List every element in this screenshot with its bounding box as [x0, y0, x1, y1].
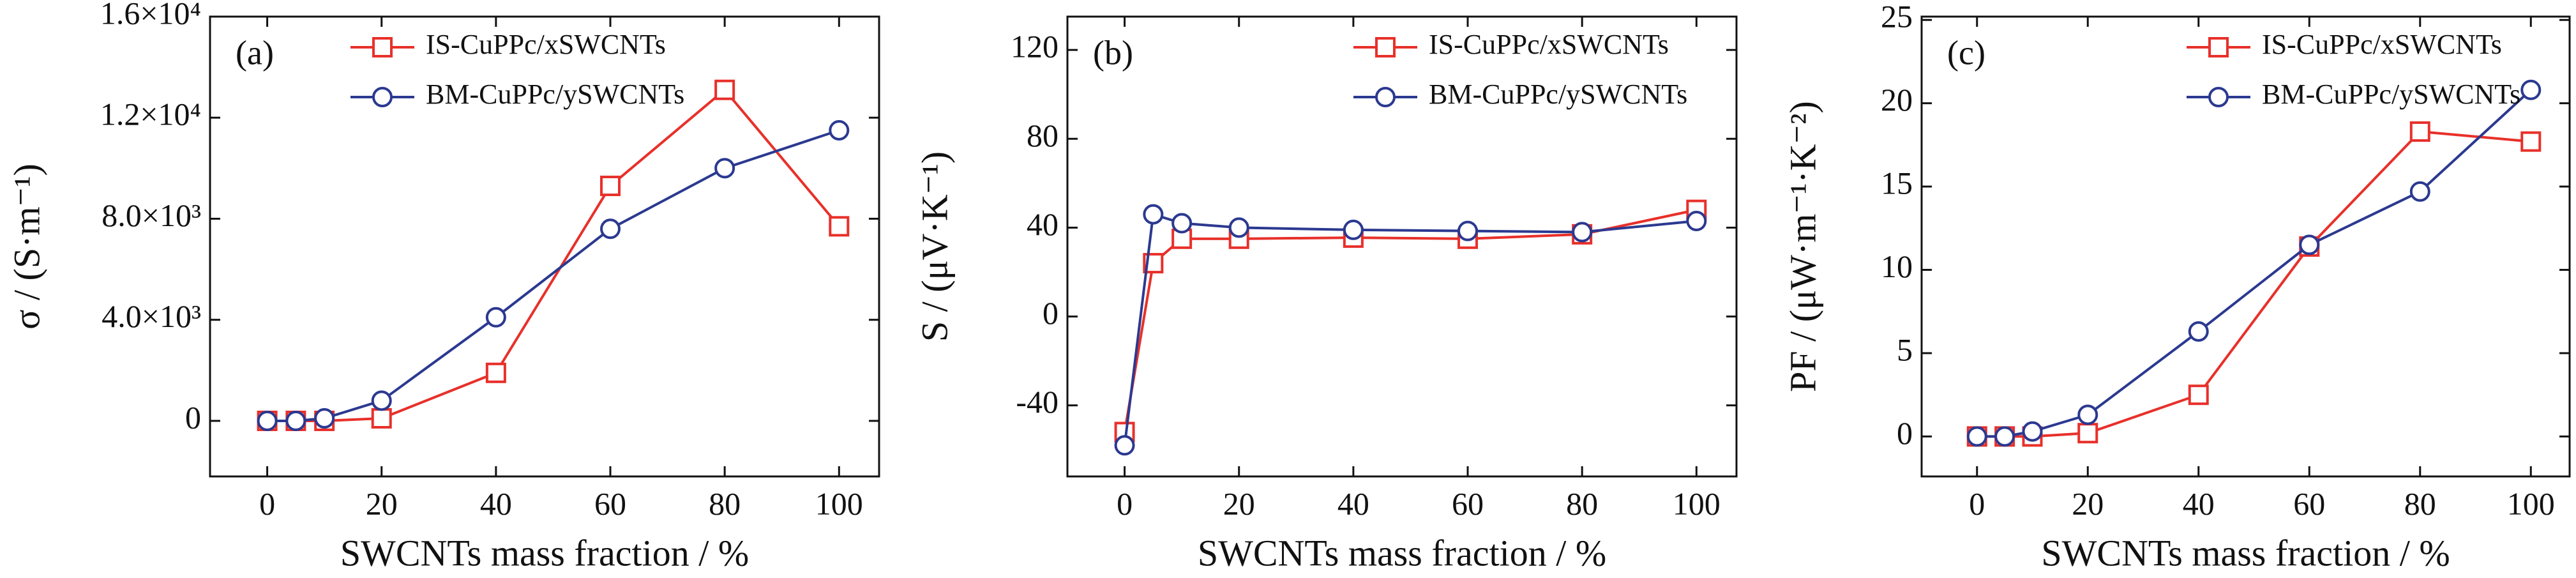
y-tick-label: 0	[1897, 415, 1913, 451]
data-point	[2188, 384, 2209, 406]
series-line	[1123, 212, 1697, 446]
legend-label: IS-CuPPc/xSWCNTs	[426, 29, 666, 60]
x-tick-label: 40	[2183, 485, 2215, 521]
y-tick-label: -40	[1016, 384, 1058, 420]
y-tick-label: 25	[1881, 0, 1913, 34]
x-tick-label: 60	[594, 485, 626, 521]
y-tick-label: 20	[1881, 82, 1913, 118]
y-axis-label: PF / (μW·m⁻¹·K⁻²)	[1782, 101, 1823, 392]
data-point	[1343, 219, 1364, 240]
data-point	[2077, 404, 2098, 425]
data-point	[314, 408, 335, 429]
y-tick-label: 15	[1881, 165, 1913, 201]
data-point	[2520, 131, 2542, 152]
x-tick-label: 20	[1223, 485, 1255, 521]
legend-marker	[372, 87, 393, 107]
y-tick-label: 0	[1043, 295, 1058, 331]
data-point	[285, 410, 306, 431]
series-line	[1977, 130, 2531, 438]
x-tick-label: 60	[1452, 485, 1484, 521]
x-tick-label: 100	[2507, 485, 2555, 521]
data-point	[1994, 426, 2015, 447]
series-line	[1977, 89, 2532, 438]
legend-marker	[2208, 37, 2229, 57]
legend-label: IS-CuPPc/xSWCNTs	[2262, 29, 2502, 60]
data-point	[2077, 423, 2098, 444]
panel-label: (a)	[236, 33, 274, 72]
panel-label: (b)	[1093, 33, 1133, 72]
data-point	[2520, 79, 2542, 100]
y-tick-label: 8.0×10³	[102, 197, 201, 233]
x-tick-label: 100	[815, 485, 863, 521]
data-point	[829, 216, 850, 237]
x-tick-label: 80	[709, 485, 741, 521]
data-point	[1686, 211, 1707, 231]
data-point	[1114, 435, 1135, 456]
legend-marker	[2208, 87, 2229, 107]
data-point	[1457, 220, 1479, 241]
data-point	[371, 408, 392, 429]
plot-frame	[1920, 15, 2571, 478]
x-axis-label: SWCNTs mass fraction / %	[2041, 532, 2450, 574]
legend-label: BM-CuPPc/ySWCNTs	[1429, 79, 1687, 110]
x-axis-label: SWCNTs mass fraction / %	[340, 532, 749, 574]
y-axis-label: σ / (S·m⁻¹)	[6, 164, 47, 330]
data-point	[2409, 181, 2430, 202]
y-tick-label: 4.0×10³	[102, 298, 201, 334]
data-point	[2188, 321, 2209, 342]
legend-marker	[372, 37, 393, 57]
y-tick-label: 80	[1027, 118, 1058, 153]
data-point	[257, 410, 278, 431]
y-tick-label: 0	[185, 399, 201, 435]
y-axis-label: S / (μV·K⁻¹)	[914, 151, 955, 342]
data-point	[600, 176, 621, 197]
data-point	[714, 158, 735, 179]
data-point	[371, 390, 392, 411]
series-line	[267, 129, 840, 422]
y-tick-label: 120	[1011, 29, 1058, 65]
series-line	[1123, 208, 1697, 432]
x-tick-label: 20	[366, 485, 398, 521]
data-point	[2022, 421, 2043, 442]
legend-label: BM-CuPPc/ySWCNTs	[426, 79, 684, 110]
x-tick-label: 40	[480, 485, 512, 521]
panel-label: (c)	[1947, 33, 1985, 72]
series-line	[267, 87, 840, 422]
data-point	[485, 362, 506, 383]
legend-label: IS-CuPPc/xSWCNTs	[1429, 29, 1669, 60]
x-tick-label: 100	[1673, 485, 1721, 521]
legend-label: BM-CuPPc/ySWCNTs	[2262, 79, 2520, 110]
legend-marker	[1375, 87, 1396, 107]
y-tick-label: 10	[1881, 248, 1913, 284]
y-tick-label: 1.2×10⁴	[100, 96, 201, 132]
x-tick-label: 40	[1337, 485, 1369, 521]
x-tick-label: 0	[1969, 485, 1985, 521]
data-point	[1966, 426, 1987, 447]
data-point	[485, 307, 506, 328]
x-tick-label: 0	[259, 485, 275, 521]
data-point	[1572, 222, 1593, 243]
x-tick-label: 60	[2293, 485, 2325, 521]
x-tick-label: 80	[1566, 485, 1598, 521]
data-point	[2299, 234, 2320, 255]
data-point	[714, 79, 735, 100]
data-point	[2409, 121, 2430, 142]
x-tick-label: 0	[1117, 485, 1133, 521]
legend-marker	[1375, 37, 1396, 57]
data-point	[829, 120, 850, 141]
x-axis-label: SWCNTs mass fraction / %	[1198, 532, 1606, 574]
y-tick-label: 5	[1897, 331, 1913, 367]
data-point	[1143, 204, 1164, 225]
data-point	[1171, 213, 1193, 234]
plot-frame	[209, 15, 880, 478]
data-point	[1228, 217, 1249, 238]
data-point	[600, 218, 621, 240]
y-tick-label: 40	[1027, 206, 1058, 242]
x-tick-label: 20	[2072, 485, 2104, 521]
x-tick-label: 80	[2404, 485, 2436, 521]
plot-frame	[1066, 15, 1738, 478]
y-tick-label: 1.6×10⁴	[100, 0, 201, 31]
